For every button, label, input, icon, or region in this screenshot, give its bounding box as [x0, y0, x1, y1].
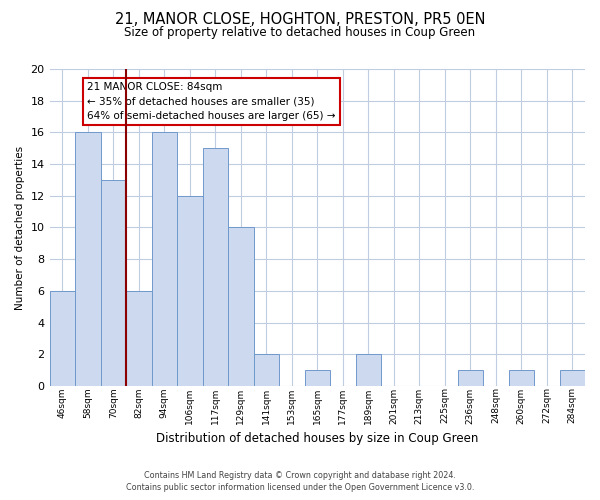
Text: Contains HM Land Registry data © Crown copyright and database right 2024.
Contai: Contains HM Land Registry data © Crown c…: [126, 471, 474, 492]
Bar: [126, 291, 152, 386]
X-axis label: Distribution of detached houses by size in Coup Green: Distribution of detached houses by size …: [156, 432, 478, 445]
Bar: [509, 370, 534, 386]
Text: 21 MANOR CLOSE: 84sqm
← 35% of detached houses are smaller (35)
64% of semi-deta: 21 MANOR CLOSE: 84sqm ← 35% of detached …: [87, 82, 335, 122]
Bar: [458, 370, 483, 386]
Text: Size of property relative to detached houses in Coup Green: Size of property relative to detached ho…: [124, 26, 476, 39]
Bar: [305, 370, 330, 386]
Bar: [75, 132, 101, 386]
Bar: [203, 148, 228, 386]
Bar: [152, 132, 177, 386]
Y-axis label: Number of detached properties: Number of detached properties: [15, 146, 25, 310]
Bar: [228, 228, 254, 386]
Bar: [50, 291, 75, 386]
Bar: [177, 196, 203, 386]
Bar: [101, 180, 126, 386]
Bar: [254, 354, 279, 386]
Bar: [560, 370, 585, 386]
Text: 21, MANOR CLOSE, HOGHTON, PRESTON, PR5 0EN: 21, MANOR CLOSE, HOGHTON, PRESTON, PR5 0…: [115, 12, 485, 28]
Bar: [356, 354, 381, 386]
